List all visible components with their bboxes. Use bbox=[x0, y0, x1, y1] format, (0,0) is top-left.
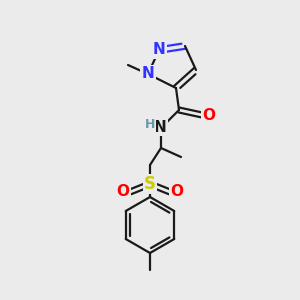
Text: N: N bbox=[142, 67, 154, 82]
Text: N: N bbox=[153, 43, 165, 58]
Text: N: N bbox=[154, 119, 166, 134]
Text: O: O bbox=[116, 184, 130, 200]
Text: S: S bbox=[144, 175, 156, 193]
Text: O: O bbox=[170, 184, 184, 200]
Text: O: O bbox=[202, 107, 215, 122]
Text: H: H bbox=[145, 118, 155, 131]
